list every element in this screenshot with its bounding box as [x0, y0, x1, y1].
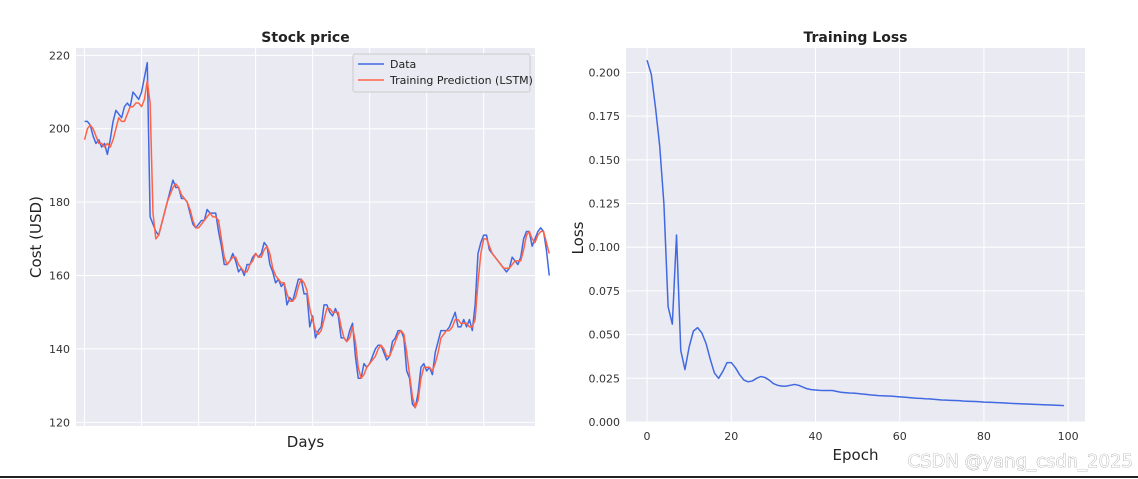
- series-line-0: [646, 60, 1064, 407]
- x-axis-label-loss: Epoch: [833, 446, 879, 464]
- x-tick-label: 0: [644, 430, 651, 443]
- x-tick-label: 20: [724, 430, 738, 443]
- x-tick-label: 40: [808, 430, 822, 443]
- y-tick-label: 0.100: [589, 241, 621, 254]
- stock-price-chart: 120 140 160 180 200 220 Stock price Days Cost…: [27, 30, 550, 451]
- legend-label-prediction: Training Prediction (LSTM): [389, 74, 533, 87]
- y-tick-label: 0.075: [589, 285, 621, 298]
- y-tick-label: 0.175: [589, 110, 621, 123]
- y-ticks-stock: 120 140 160 180 200 220: [49, 49, 70, 429]
- y-tick-label: 120: [49, 416, 70, 429]
- legend-box: [352, 53, 531, 93]
- y-axis-label-loss: Loss: [569, 221, 587, 254]
- y-axis-label-stock: Cost (USD): [27, 196, 45, 278]
- y-tick-label: 180: [49, 196, 70, 209]
- y-tick-label: 0.000: [589, 416, 621, 429]
- series-line-1: [83, 80, 550, 409]
- series-lines-loss: [646, 60, 1064, 407]
- chart-title-loss: Training Loss: [804, 30, 908, 46]
- plot-area-loss: [626, 48, 1085, 422]
- x-tick-label: 80: [977, 430, 991, 443]
- training-loss-chart: 0.000 0.025 0.050 0.075 0.100 0.125 0.150 0.175…: [569, 30, 1085, 464]
- watermark: CSDN @yang_csdn_2025: [908, 451, 1133, 472]
- plot-area-stock: [76, 48, 535, 426]
- y-ticks-loss: 0.000 0.025 0.050 0.075 0.100 0.125 0.150 0.175…: [589, 66, 621, 429]
- y-tick-label: 0.200: [589, 66, 621, 79]
- y-tick-label: 0.125: [589, 198, 621, 211]
- legend-stock: Data Training Prediction (LSTM): [352, 53, 533, 93]
- x-ticks-loss: 0 20 40 60 80 100: [644, 430, 1079, 443]
- y-tick-label: 160: [49, 270, 70, 283]
- x-tick-label: 100: [1058, 430, 1079, 443]
- y-tick-label: 140: [49, 343, 70, 356]
- chart-title-stock: Stock price: [261, 30, 349, 46]
- y-tick-label: 0.050: [589, 329, 621, 342]
- y-tick-label: 200: [49, 123, 70, 136]
- y-tick-label: 220: [49, 49, 70, 62]
- series-lines-stock: [83, 61, 550, 409]
- legend-label-data: Data: [390, 58, 416, 71]
- x-axis-label-stock: Days: [287, 433, 325, 451]
- y-tick-label: 0.025: [589, 372, 621, 385]
- x-tick-label: 60: [893, 430, 907, 443]
- y-tick-label: 0.150: [589, 154, 621, 167]
- bottom-border: [0, 476, 1138, 478]
